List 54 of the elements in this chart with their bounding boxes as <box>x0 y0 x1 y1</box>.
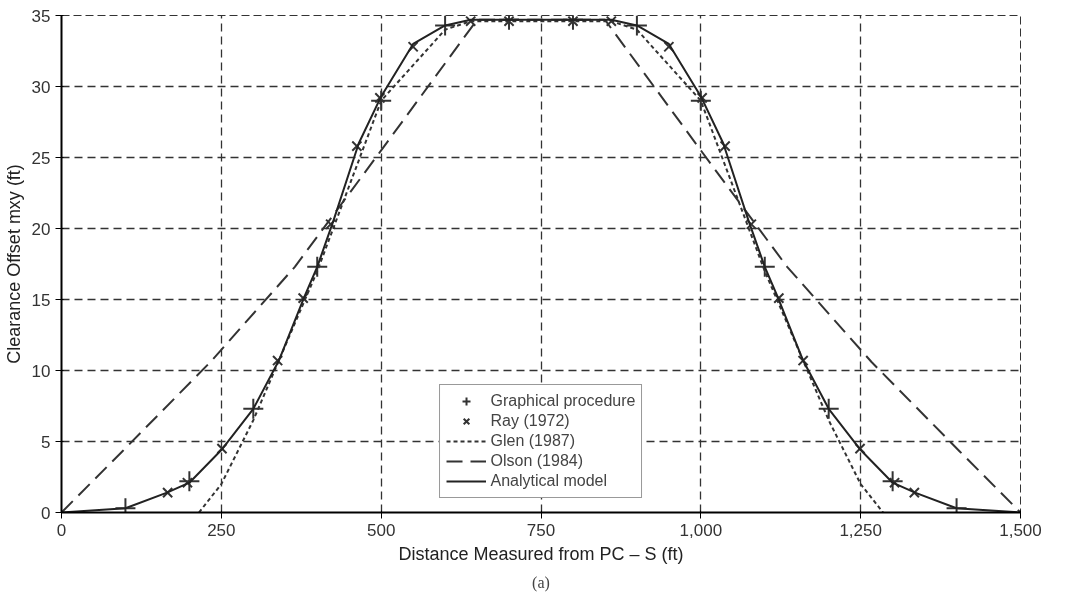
point <box>306 255 329 278</box>
point <box>407 41 419 53</box>
point <box>689 89 712 112</box>
point <box>753 255 776 278</box>
point <box>881 470 904 493</box>
x-tick-label: 750 <box>526 520 556 540</box>
y-tick-label: 35 <box>31 6 51 26</box>
point <box>162 487 174 499</box>
point <box>817 397 840 420</box>
y-tick-label: 20 <box>31 219 51 239</box>
legend-label: Ray (1972) <box>490 412 570 430</box>
legend-label: Analytical model <box>490 472 608 490</box>
point <box>663 41 675 53</box>
point <box>605 15 617 27</box>
point <box>854 443 866 455</box>
y-axis-title: Clearance Offset mxy (ft) <box>3 164 24 364</box>
y-tick-label: 0 <box>41 503 51 523</box>
legend-label: Graphical procedure <box>490 392 636 410</box>
point <box>745 218 757 230</box>
y-tick-label: 15 <box>31 290 51 310</box>
y-tick-label: 30 <box>31 77 51 97</box>
point <box>297 292 309 304</box>
legend-label: Glen (1987) <box>490 432 576 450</box>
point <box>178 470 201 493</box>
point <box>374 92 386 104</box>
point <box>434 15 457 37</box>
y-tick-label: 5 <box>41 432 51 452</box>
point <box>351 140 363 152</box>
x-tick-label: 0 <box>56 520 67 540</box>
x-tick-label: 250 <box>207 520 236 540</box>
legend-label: Olson (1984) <box>490 452 584 470</box>
point <box>719 140 731 152</box>
x-tick-label: 1,250 <box>839 520 882 540</box>
y-tick-label: 25 <box>31 148 51 168</box>
point <box>567 15 579 27</box>
point <box>696 92 708 104</box>
point <box>503 15 515 27</box>
point <box>888 477 901 489</box>
x-tick-label: 1,000 <box>679 520 723 540</box>
point <box>797 354 809 367</box>
point <box>908 487 920 499</box>
x-tick-label: 1,500 <box>999 520 1042 540</box>
y-tick-label: 10 <box>31 361 51 381</box>
point <box>370 89 393 112</box>
point <box>272 354 284 367</box>
point <box>625 15 648 37</box>
point <box>465 15 477 27</box>
x-tick-label: 500 <box>366 520 396 540</box>
text: (a) <box>532 573 550 592</box>
point <box>181 477 194 489</box>
point <box>242 397 265 420</box>
point <box>773 292 785 304</box>
x-axis-title: Distance Measured from PC – S (ft) <box>398 543 684 564</box>
point <box>325 218 337 230</box>
